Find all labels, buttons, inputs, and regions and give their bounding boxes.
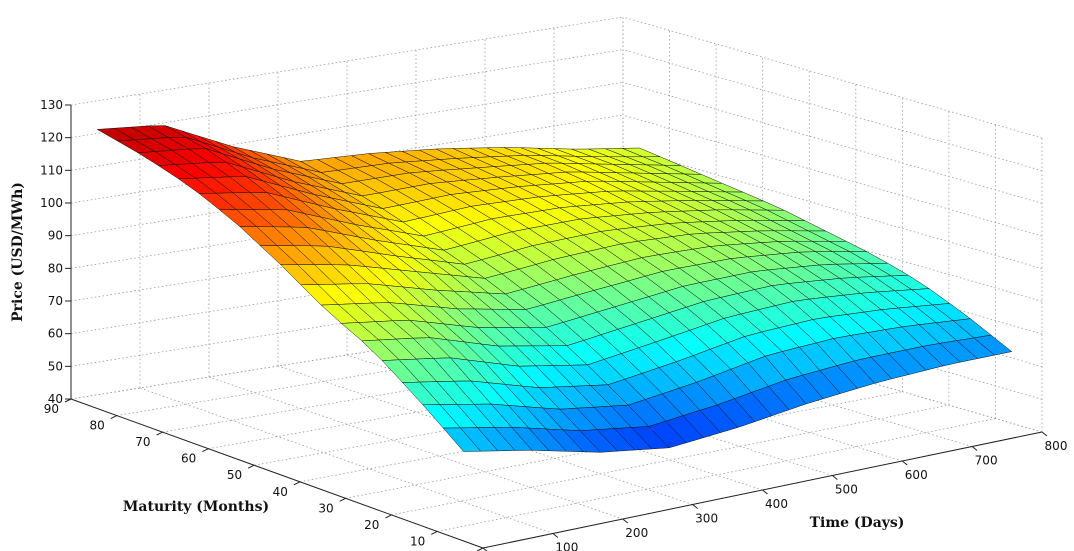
y-axis-title: Maturity (Months) bbox=[123, 499, 269, 515]
y-tick-label: 90 bbox=[44, 402, 59, 416]
z-tick-label: 110 bbox=[40, 163, 63, 177]
z-tick-label: 70 bbox=[48, 294, 63, 308]
x-tick-label: 400 bbox=[765, 497, 788, 511]
x-tick-label: 500 bbox=[835, 483, 858, 497]
z-tick-label: 130 bbox=[40, 98, 63, 112]
z-axis-title: Price (USD/MWh) bbox=[10, 182, 26, 322]
y-tick-label: 50 bbox=[227, 468, 242, 482]
floor-gridline-x bbox=[553, 321, 973, 447]
sidewall-gridline-horizontal bbox=[622, 81, 1043, 204]
y-tick-mark bbox=[339, 497, 346, 502]
backwall-gridline-horizontal bbox=[70, 49, 624, 139]
surface-patch bbox=[973, 334, 1013, 356]
z-tick-label: 40 bbox=[48, 392, 63, 406]
sidewall-gridline-horizontal bbox=[622, 49, 1043, 172]
y-tick-label: 10 bbox=[410, 534, 425, 548]
y-tick-mark bbox=[385, 514, 392, 519]
z-tick-label: 60 bbox=[48, 327, 63, 341]
x-tick-mark bbox=[622, 518, 629, 524]
sidewall-gridline-horizontal bbox=[622, 16, 1043, 139]
y-axis-line bbox=[70, 398, 484, 549]
sidewall-gridline-horizontal bbox=[622, 114, 1043, 237]
backwall-gridline-horizontal bbox=[70, 114, 624, 204]
x-tick-label: 200 bbox=[625, 526, 648, 540]
sidewall-gridline-horizontal bbox=[622, 179, 1043, 302]
y-tick-mark bbox=[202, 448, 209, 453]
z-tick-label: 50 bbox=[48, 359, 63, 373]
backwall-gridline-horizontal bbox=[70, 212, 624, 302]
x-tick-mark bbox=[552, 533, 559, 538]
y-tick-mark bbox=[430, 530, 438, 535]
floor-gridline-y bbox=[437, 418, 996, 532]
sidewall-gridline-horizontal bbox=[622, 147, 1043, 270]
backwall-gridline-horizontal bbox=[70, 147, 624, 237]
x-tick-mark bbox=[762, 489, 768, 495]
sidewall-gridline-horizontal bbox=[622, 277, 1043, 400]
sidewall-gridline-horizontal bbox=[622, 310, 1043, 433]
z-tick-label: 80 bbox=[48, 261, 63, 275]
z-tick-label: 100 bbox=[40, 196, 63, 210]
y-tick-mark bbox=[156, 431, 163, 436]
floor-gridline-y bbox=[391, 404, 949, 516]
x-tick-label: 300 bbox=[695, 512, 718, 526]
x-tick-mark bbox=[971, 446, 978, 451]
floor-gridline-x bbox=[277, 365, 693, 505]
x-tick-mark bbox=[832, 475, 838, 480]
y-tick-label: 70 bbox=[135, 435, 150, 449]
x-tick-label: 700 bbox=[975, 454, 998, 468]
backwall-gridline-horizontal bbox=[70, 245, 624, 335]
floor-gridline-y bbox=[345, 391, 903, 499]
x-tick-mark bbox=[692, 504, 698, 509]
x-tick-label: 800 bbox=[1045, 439, 1068, 453]
floor-gridline-x bbox=[139, 387, 554, 534]
y-tick-label: 30 bbox=[318, 501, 333, 515]
surface-layer bbox=[96, 125, 1013, 453]
y-tick-label: 40 bbox=[273, 485, 288, 499]
y-tick-label: 60 bbox=[181, 452, 196, 466]
y-tick-label: 20 bbox=[364, 518, 379, 532]
x-axis-title: Time (Days) bbox=[810, 515, 905, 531]
backwall-gridline-horizontal bbox=[70, 179, 624, 269]
y-tick-mark bbox=[247, 464, 255, 469]
floor-gridline-x bbox=[415, 343, 833, 476]
y-tick-mark bbox=[110, 415, 118, 420]
floor-gridline-x bbox=[208, 376, 623, 520]
x-tick-mark bbox=[482, 547, 488, 551]
tick-layer: 0100200300400500600700800010203040506070… bbox=[40, 98, 1067, 551]
floor-gridline-x bbox=[484, 332, 903, 462]
x-tick-label: 100 bbox=[555, 541, 578, 551]
backwall-gridline-horizontal bbox=[70, 277, 624, 367]
z-tick-label: 120 bbox=[40, 131, 63, 145]
z-tick-label: 90 bbox=[48, 229, 63, 243]
backwall-gridline-horizontal bbox=[70, 310, 624, 400]
sidewall-gridline-horizontal bbox=[622, 212, 1043, 335]
backwall-gridline-horizontal bbox=[70, 16, 624, 106]
y-tick-label: 80 bbox=[89, 419, 104, 433]
x-tick-mark bbox=[1041, 431, 1048, 437]
x-tick-label: 600 bbox=[905, 468, 928, 482]
x-tick-mark bbox=[901, 460, 908, 466]
y-tick-mark bbox=[293, 481, 301, 486]
